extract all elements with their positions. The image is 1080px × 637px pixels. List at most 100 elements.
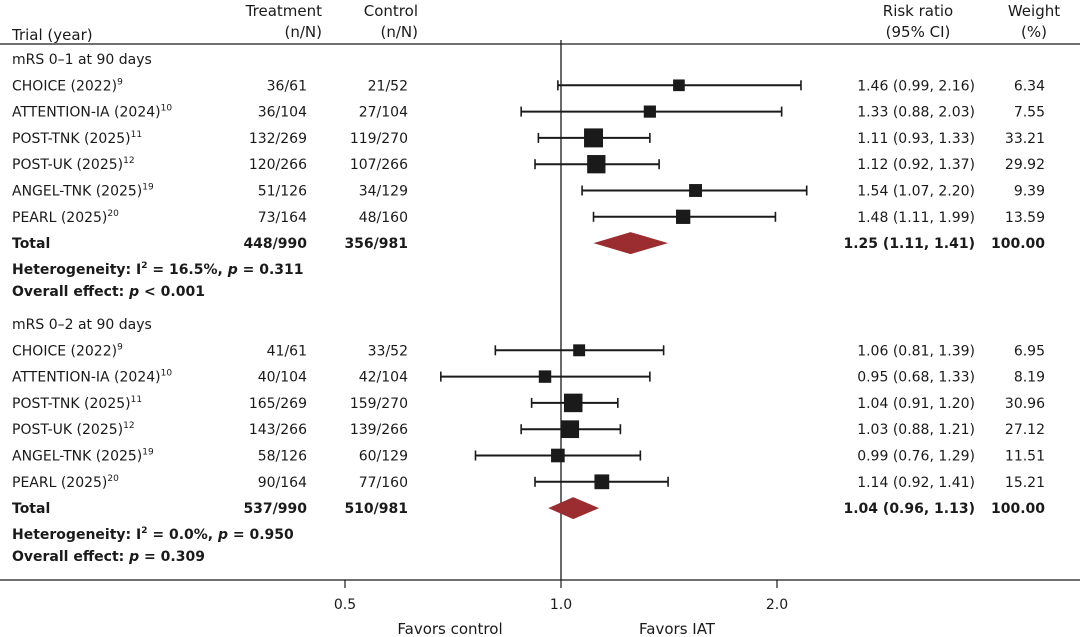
x-tick-label: 0.5 bbox=[334, 597, 356, 613]
total-risk-ratio: 1.25 (1.11, 1.41) bbox=[844, 236, 976, 252]
study-treatment: 143/266 bbox=[249, 422, 307, 438]
study-control: 119/270 bbox=[350, 131, 408, 147]
total-control: 510/981 bbox=[344, 501, 408, 517]
study-risk-ratio: 1.33 (0.88, 2.03) bbox=[857, 105, 975, 121]
study-risk-ratio: 1.06 (0.81, 1.39) bbox=[857, 343, 975, 359]
study-weight: 6.34 bbox=[1014, 78, 1045, 94]
favors-iat-label: Favors IAT bbox=[639, 620, 716, 637]
total-treatment: 448/990 bbox=[243, 236, 307, 252]
study-treatment: 40/104 bbox=[258, 370, 307, 386]
study-name: PEARL (2025)20 bbox=[12, 209, 119, 226]
point-estimate bbox=[551, 448, 565, 463]
study-control: 77/160 bbox=[359, 475, 408, 491]
point-estimate bbox=[563, 393, 583, 413]
study-control: 60/129 bbox=[359, 449, 408, 465]
total-weight: 100.00 bbox=[991, 236, 1045, 252]
study-weight: 29.92 bbox=[1005, 157, 1045, 173]
header-treatment: Treatment bbox=[245, 2, 322, 20]
point-estimate bbox=[584, 128, 604, 148]
header-control-unit: (n/N) bbox=[381, 23, 419, 41]
overall-effect: Overall effect: p = 0.309 bbox=[12, 549, 205, 565]
heterogeneity-stat: Heterogeneity: I2 = 0.0%, p = 0.950 bbox=[12, 526, 294, 543]
study-risk-ratio: 1.48 (1.11, 1.99) bbox=[857, 210, 975, 226]
point-estimate bbox=[643, 105, 656, 118]
study-control: 42/104 bbox=[359, 370, 408, 386]
total-control: 356/981 bbox=[344, 236, 408, 252]
study-risk-ratio: 0.99 (0.76, 1.29) bbox=[857, 449, 975, 465]
total-label: Total bbox=[12, 501, 50, 517]
study-name: ATTENTION-IA (2024)10 bbox=[12, 104, 172, 121]
study-weight: 7.55 bbox=[1014, 105, 1045, 121]
point-estimate bbox=[594, 474, 610, 490]
total-risk-ratio: 1.04 (0.96, 1.13) bbox=[844, 501, 976, 517]
study-treatment: 120/266 bbox=[249, 157, 307, 173]
pooled-diamond bbox=[548, 497, 600, 520]
header-treatment-unit: (n/N) bbox=[285, 23, 323, 41]
header-ci: (95% CI) bbox=[886, 23, 951, 41]
study-weight: 13.59 bbox=[1005, 210, 1045, 226]
study-risk-ratio: 1.03 (0.88, 1.21) bbox=[857, 422, 975, 438]
point-estimate bbox=[587, 155, 606, 174]
point-estimate bbox=[689, 184, 703, 197]
heterogeneity-stat: Heterogeneity: I2 = 16.5%, p = 0.311 bbox=[12, 261, 304, 278]
study-name: ANGEL-TNK (2025)19 bbox=[12, 183, 154, 200]
favors-control-label: Favors control bbox=[397, 620, 502, 637]
study-risk-ratio: 1.11 (0.93, 1.33) bbox=[857, 131, 975, 147]
study-control: 33/52 bbox=[368, 343, 408, 359]
study-weight: 30.96 bbox=[1005, 396, 1045, 412]
total-weight: 100.00 bbox=[991, 501, 1045, 517]
group-title: mRS 0–2 at 90 days bbox=[12, 317, 152, 333]
overall-effect: Overall effect: p < 0.001 bbox=[12, 284, 205, 300]
point-estimate bbox=[538, 370, 552, 383]
study-treatment: 36/104 bbox=[258, 105, 307, 121]
study-control: 21/52 bbox=[368, 78, 408, 94]
study-treatment: 58/126 bbox=[258, 449, 307, 465]
point-estimate bbox=[676, 209, 691, 224]
study-name: POST-TNK (2025)11 bbox=[12, 130, 142, 147]
study-control: 107/266 bbox=[350, 157, 408, 173]
study-risk-ratio: 1.54 (1.07, 2.20) bbox=[857, 184, 975, 200]
study-name: POST-UK (2025)12 bbox=[12, 156, 135, 173]
header-weight: Weight bbox=[1008, 2, 1060, 20]
study-treatment: 165/269 bbox=[249, 396, 307, 412]
study-risk-ratio: 1.14 (0.92, 1.41) bbox=[857, 475, 975, 491]
study-name: PEARL (2025)20 bbox=[12, 474, 119, 491]
study-treatment: 73/164 bbox=[258, 210, 307, 226]
study-weight: 8.19 bbox=[1014, 370, 1045, 386]
point-estimate bbox=[561, 420, 580, 439]
point-estimate bbox=[573, 344, 586, 357]
header-weight-unit: (%) bbox=[1021, 23, 1047, 41]
study-weight: 11.51 bbox=[1005, 449, 1045, 465]
study-treatment: 51/126 bbox=[258, 184, 307, 200]
x-tick-label: 2.0 bbox=[766, 597, 788, 613]
study-name: POST-UK (2025)12 bbox=[12, 421, 135, 438]
study-treatment: 132/269 bbox=[249, 131, 307, 147]
study-risk-ratio: 1.04 (0.91, 1.20) bbox=[857, 396, 975, 412]
study-name: CHOICE (2022)9 bbox=[12, 77, 123, 94]
study-control: 48/160 bbox=[359, 210, 408, 226]
total-label: Total bbox=[12, 236, 50, 252]
study-name: ANGEL-TNK (2025)19 bbox=[12, 448, 154, 465]
study-control: 159/270 bbox=[350, 396, 408, 412]
study-treatment: 41/61 bbox=[267, 343, 307, 359]
study-control: 139/266 bbox=[350, 422, 408, 438]
study-name: CHOICE (2022)9 bbox=[12, 342, 123, 359]
study-treatment: 36/61 bbox=[267, 78, 307, 94]
study-risk-ratio: 1.46 (0.99, 2.16) bbox=[857, 78, 975, 94]
header-control: Control bbox=[364, 2, 418, 20]
header-trial: Trial (year) bbox=[11, 26, 93, 44]
study-risk-ratio: 1.12 (0.92, 1.37) bbox=[857, 157, 975, 173]
study-control: 27/104 bbox=[359, 105, 408, 121]
point-estimate bbox=[673, 79, 685, 92]
total-treatment: 537/990 bbox=[243, 501, 307, 517]
study-control: 34/129 bbox=[359, 184, 408, 200]
study-risk-ratio: 0.95 (0.68, 1.33) bbox=[857, 370, 975, 386]
pooled-diamond bbox=[593, 232, 669, 255]
x-tick-label: 1.0 bbox=[550, 597, 572, 613]
study-weight: 6.95 bbox=[1014, 343, 1045, 359]
group-title: mRS 0–1 at 90 days bbox=[12, 52, 152, 68]
study-name: POST-TNK (2025)11 bbox=[12, 395, 142, 412]
header-risk-ratio: Risk ratio bbox=[883, 2, 953, 20]
study-name: ATTENTION-IA (2024)10 bbox=[12, 369, 172, 386]
